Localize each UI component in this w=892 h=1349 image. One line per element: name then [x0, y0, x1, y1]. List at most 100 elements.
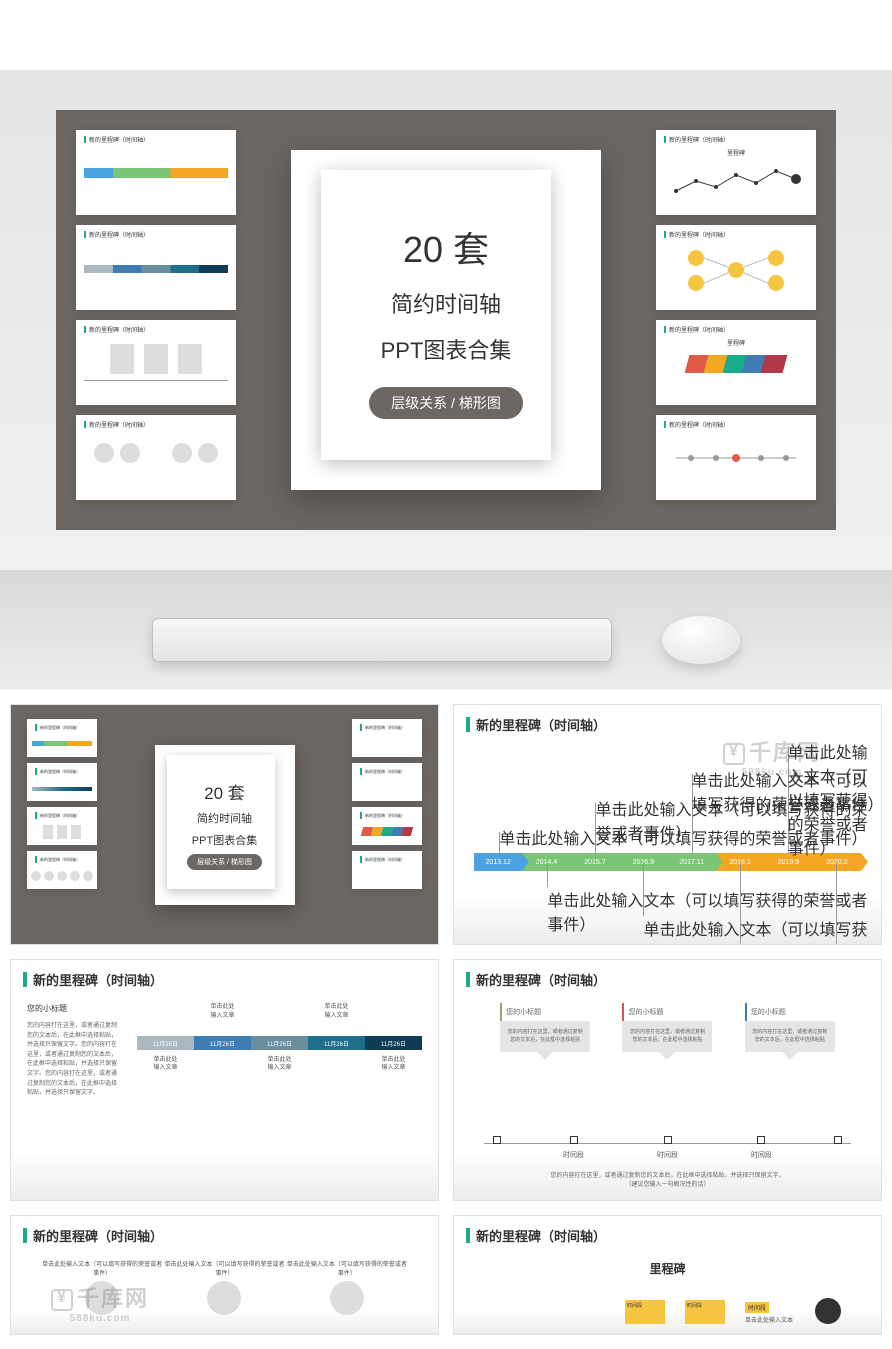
s3-top-labels: 单击此处输入文章 单击此处输入文章	[137, 1003, 422, 1020]
timeline-note: 单击此处输入文本（可以填写获得的荣誉或者事件）	[643, 916, 881, 946]
slide-title: 新的里程碑（时间轴）	[454, 1216, 881, 1249]
s6-items: 时间段 时间段 时间段 单击此处输入文本	[625, 1298, 841, 1324]
thumb-title: 新的里程碑（时间轴）	[656, 415, 816, 431]
thumb-title: 新的里程碑（时间轴）	[76, 415, 236, 431]
circle-icon	[330, 1281, 364, 1315]
end-dot-icon	[815, 1298, 841, 1324]
s3-label-bot: 单击此处输入文章	[365, 1056, 422, 1073]
s3-label-top	[251, 1003, 308, 1020]
thumb-title: 新的里程碑（时间轴）	[76, 130, 236, 146]
s3-label-top: 单击此处输入文章	[194, 1003, 251, 1020]
main-count: 20 套	[403, 221, 489, 273]
s3-label-bot	[194, 1056, 251, 1073]
thumb-body	[656, 241, 816, 308]
circle-icon	[207, 1281, 241, 1315]
s4-card: 您的内容打在这里，或者通过复制您的文本后，在此框中选择粘贴	[500, 1021, 590, 1052]
s3-label-bot	[308, 1056, 365, 1073]
s4-footer: 您的内容打在这里，或者通过复制您的文本后，在此框中选择粘贴，并选择只保留文字。 …	[454, 1172, 881, 1190]
s3-segment-bar: 11月26日11月26日11月26日11月26日11月26日	[137, 1036, 422, 1050]
slide-grid: 新的里程碑（时间轴） 新的里程碑（时间轴） 新的里程碑（时间轴） 新的里程碑（时…	[0, 690, 892, 1349]
s6-note: 时间段 单击此处输入文本	[745, 1302, 795, 1324]
s5-item: 单击此处输入文本（可以填写获得的荣誉或者事件）	[163, 1259, 285, 1320]
circle-icon	[85, 1281, 119, 1315]
thumb-title: 新的里程碑（时间轴）	[76, 225, 236, 241]
thumb-body: 里程碑	[656, 146, 816, 213]
thumbnail-left-1: 新的里程碑（时间轴）	[76, 130, 236, 215]
s4-card: 您的内容打在这里，或者通过复制您的文本后，在此框中选择粘贴	[745, 1021, 835, 1052]
s3-paragraph: 您的内容打在这里，或者通过复制您的文本后，在此框中选择粘贴，并选择只保留文字。您…	[27, 1022, 117, 1099]
s3-cell: 11月26日	[251, 1036, 308, 1050]
main-tag: 层级关系 / 梯形图	[369, 387, 523, 419]
slide-1-overview: 新的里程碑（时间轴） 新的里程碑（时间轴） 新的里程碑（时间轴） 新的里程碑（时…	[10, 704, 439, 945]
s4-axis-box	[570, 1136, 578, 1144]
hero-ddark-panel: 新的里程碑（时间轴） 新的里程碑（时间轴） 新的里程碑（时间轴）	[56, 110, 836, 530]
coin-icon	[723, 743, 745, 765]
thumbnail-left-2: 新的里程碑（时间轴）	[76, 225, 236, 310]
s3-label-top	[137, 1003, 194, 1020]
s4-axis-box	[493, 1136, 501, 1144]
thumbnail-right-4: 新的里程碑（时间轴）	[656, 415, 816, 500]
main-line-1: 简约时间轴	[391, 287, 501, 319]
slide-2-arrow-timeline: 新的里程碑（时间轴） 千库网 588ku.com 2013.122014.420…	[453, 704, 882, 945]
thumb-title: 新的里程碑（时间轴）	[656, 320, 816, 336]
s6-box: 时间段	[685, 1300, 725, 1324]
s4-axis-label: 时间段	[751, 1150, 772, 1160]
s3-left-text: 您的小标题 您的内容打在这里，或者通过复制您的文本后，在此框中选择粘贴，并选择只…	[27, 1003, 117, 1099]
s4-sub: 您的小标题	[745, 1003, 835, 1021]
slide-title: 新的里程碑（时间轴）	[11, 1216, 438, 1249]
s4-column: 您的小标题您的内容打在这里，或者通过复制您的文本后，在此框中选择粘贴	[745, 1003, 835, 1052]
s4-axis-box	[664, 1136, 672, 1144]
s4-axis-label: 时间段	[657, 1150, 678, 1160]
thumb-title: 新的里程碑（时间轴）	[656, 225, 816, 241]
s3-label-top: 单击此处输入文章	[308, 1003, 365, 1020]
timeline-stage: 2015.7	[571, 853, 619, 871]
slide-5-circles: 新的里程碑（时间轴） 千库网 588ku.com 单击此处输入文本（可以填写获得…	[10, 1215, 439, 1335]
thumb-body	[76, 431, 236, 498]
hero-slide: 新的里程碑（时间轴） 新的里程碑（时间轴） 新的里程碑（时间轴）	[0, 70, 892, 570]
s5-item: 单击此处输入文本（可以填写获得的荣誉或者事件）	[41, 1259, 163, 1320]
s4-sub: 您的小标题	[500, 1003, 590, 1021]
timeline-stage: 2017.11	[668, 853, 716, 871]
thumb-body	[76, 146, 236, 213]
mouse-icon	[662, 616, 740, 664]
thumb-body	[76, 241, 236, 308]
s5-item: 单击此处输入文本（可以填写获得的荣誉或者事件）	[286, 1259, 408, 1320]
thumb-body	[76, 336, 236, 403]
s4-columns: 您的小标题您的内容打在这里，或者通过复制您的文本后，在此框中选择粘贴您的小标题您…	[454, 993, 881, 1052]
desk-render	[0, 570, 892, 690]
timeline-note: 单击此处输入文本（可以填写获得的荣誉或者事件）	[788, 739, 881, 859]
thumbnail-left-3: 新的里程碑（时间轴）	[76, 320, 236, 405]
hero-main-card: 20 套 简约时间轴 PPT图表合集 层级关系 / 梯形图	[291, 150, 601, 490]
timeline-note: 单击此处输入文本（可以填写获得的荣誉或者事件）	[740, 944, 881, 945]
thumb-title: 新的里程碑（时间轴）	[656, 130, 816, 146]
main-line-2: PPT图表合集	[381, 333, 512, 365]
slide-title: 新的里程碑（时间轴）	[11, 960, 438, 993]
s4-sub: 您的小标题	[622, 1003, 712, 1021]
s4-axis-box	[757, 1136, 765, 1144]
s3-subtitle: 您的小标题	[27, 1003, 117, 1016]
s4-card: 您的内容打在这里，或者通过复制您的文本后，在此框中选择粘贴	[622, 1021, 712, 1052]
slide-title: 新的里程碑（时间轴）	[454, 960, 881, 993]
timeline-stage: 2013.12	[474, 853, 522, 871]
slide-6-milestone: 新的里程碑（时间轴） 里程碑 时间段 时间段 时间段 单击此处输入文本	[453, 1215, 882, 1335]
s4-column: 您的小标题您的内容打在这里，或者通过复制您的文本后，在此框中选择粘贴	[622, 1003, 712, 1052]
s3-label-top	[365, 1003, 422, 1020]
slide-3-segment-bar: 新的里程碑（时间轴） 您的小标题 您的内容打在这里，或者通过复制您的文本后，在此…	[10, 959, 439, 1200]
s4-axis-label: 时间段	[563, 1150, 584, 1160]
thumb-body: 里程碑	[656, 336, 816, 403]
s3-label-bot: 单击此处输入文章	[251, 1056, 308, 1073]
s4-axis-box	[834, 1136, 842, 1144]
slide-title: 新的里程碑（时间轴）	[454, 705, 881, 738]
s3-cell: 11月26日	[194, 1036, 251, 1050]
s3-cell: 11月26日	[137, 1036, 194, 1050]
s6-subtitle: 里程碑	[649, 1260, 685, 1277]
s3-cell: 11月26日	[308, 1036, 365, 1050]
s4-column: 您的小标题您的内容打在这里，或者通过复制您的文本后，在此框中选择粘贴	[500, 1003, 590, 1052]
thumbnail-left-4: 新的里程碑（时间轴）	[76, 415, 236, 500]
s3-cell: 11月26日	[365, 1036, 422, 1050]
thumb-body	[656, 431, 816, 498]
thumbnail-right-1: 新的里程碑（时间轴） 里程碑	[656, 130, 816, 215]
s3-label-bot: 单击此处输入文章	[137, 1056, 194, 1073]
keyboard-icon	[152, 618, 612, 662]
slide-4-three-cards: 新的里程碑（时间轴） 您的小标题您的内容打在这里，或者通过复制您的文本后，在此框…	[453, 959, 882, 1200]
